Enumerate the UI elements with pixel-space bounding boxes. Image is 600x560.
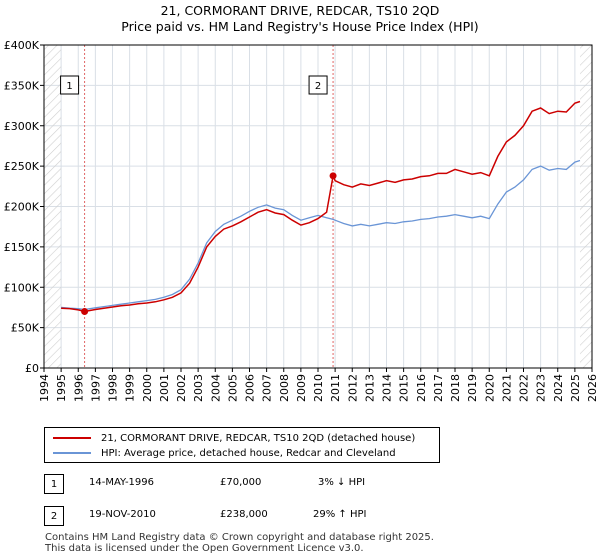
annotation-badge-label: 1 [66,81,72,92]
x-tick-label: 1998 [107,374,120,402]
x-tick-label: 2020 [483,374,496,402]
footer: Contains HM Land Registry data © Crown c… [45,532,434,554]
y-tick-label: £0 [25,362,39,375]
transaction-point [329,172,337,180]
chart-subtitle: Price paid vs. HM Land Registry's House … [121,19,479,34]
x-tick-label: 1995 [55,374,68,402]
transaction-points [81,172,337,315]
y-tick-label: £150K [4,241,40,254]
x-tick-label: 1996 [72,374,85,402]
x-tick-label: 1994 [38,374,51,402]
legend-label-hpi: HPI: Average price, detached house, Redc… [101,447,396,459]
transaction-hpi-change: 29% ↑ HPI [313,509,367,520]
transaction-row: 2 19-NOV-2010 £238,000 29% ↑ HPI [44,506,444,526]
price-series-line [61,100,581,313]
footer-licence: This data is licensed under the Open Gov… [45,543,364,554]
hpi-series-line [61,159,581,311]
x-tick-label: 2022 [518,374,531,402]
annotation-badge-box [308,75,328,95]
annotation-badge-box [60,75,80,95]
y-tick-label: £400K [4,39,40,52]
transaction-price: £238,000 [220,509,268,520]
pre-data-hatch-area [44,45,62,368]
transaction-price: £70,000 [220,477,262,488]
y-tick-label: £300K [4,120,40,133]
transaction-badge: 1 [44,474,64,494]
x-tick-label: 2014 [381,374,394,402]
x-tick-label: 2010 [312,374,325,402]
x-tick-label: 2025 [569,374,582,402]
y-axis-ticks: £0 £50K £100K £150K £200K £250K £300K £350K £400… [4,39,44,375]
transaction-row: 1 14-MAY-1996 £70,000 3% ↓ HPI [44,474,444,494]
y-tick-label: £200K [4,201,40,214]
x-tick-label: 2009 [295,374,308,402]
x-tick-label: 2002 [175,374,188,402]
transaction-date: 19-NOV-2010 [89,509,156,520]
x-tick-label: 2019 [466,374,479,402]
x-tick-label: 2004 [209,374,222,402]
x-tick-label: 2001 [158,374,171,402]
x-tick-label: 2026 [586,374,599,402]
chart-title: 21, CORMORANT DRIVE, REDCAR, TS10 2QD [160,3,440,18]
legend-swatch-price [53,437,91,439]
y-tick-label: £350K [4,79,40,92]
x-tick-label: 2023 [535,374,548,402]
x-tick-label: 2013 [363,374,376,402]
future-hatch-area [580,45,592,368]
x-tick-label: 2012 [346,374,359,402]
x-tick-label: 2003 [192,374,205,402]
x-tick-label: 2016 [415,374,428,402]
transaction-hpi-change: 3% ↓ HPI [318,477,366,488]
legend-item-price: 21, CORMORANT DRIVE, REDCAR, TS10 2QD (d… [53,431,415,445]
y-tick-label: £100K [4,281,40,294]
footer-copyright: Contains HM Land Registry data © Crown c… [45,532,434,543]
legend-item-hpi: HPI: Average price, detached house, Redc… [53,446,396,460]
x-tick-label: 2006 [244,374,257,402]
x-tick-label: 2024 [552,374,565,402]
transaction-badge: 2 [44,506,64,526]
x-tick-label: 1999 [124,374,137,402]
legend-swatch-hpi [53,452,91,454]
x-tick-label: 2017 [432,374,445,402]
x-tick-label: 2005 [226,374,239,402]
legend: 21, CORMORANT DRIVE, REDCAR, TS10 2QD (d… [44,427,440,463]
x-tick-label: 2011 [329,374,342,402]
y-tick-label: £50K [11,322,40,335]
transaction-date: 14-MAY-1996 [89,477,155,488]
annotation-badge-label: 2 [315,81,321,92]
transaction-point [81,307,89,315]
x-tick-label: 2000 [141,374,154,402]
x-tick-label: 1997 [89,374,102,402]
x-axis-ticks: 1994 1995 1996 1997 1998 1999 2000 2001 2002 2003… [38,368,599,402]
x-tick-label: 2007 [261,374,274,402]
y-tick-label: £250K [4,160,40,173]
x-tick-label: 2008 [278,374,291,402]
x-tick-label: 2015 [398,374,411,402]
legend-label-price: 21, CORMORANT DRIVE, REDCAR, TS10 2QD (d… [101,432,416,444]
x-tick-label: 2021 [500,374,513,402]
x-tick-label: 2018 [449,374,462,402]
